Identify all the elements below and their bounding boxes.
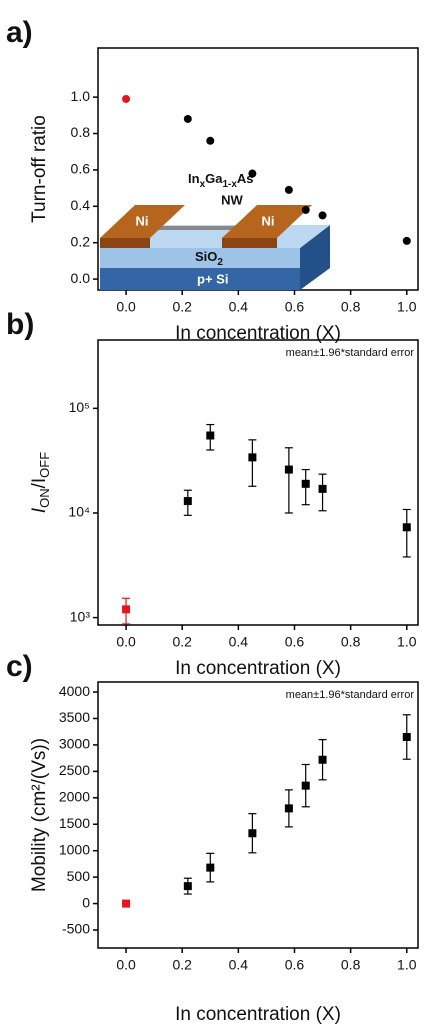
x-tick-label: 0.8 xyxy=(341,299,361,315)
slab-side xyxy=(300,225,330,290)
y-axis-label-part: I xyxy=(29,507,50,513)
plot-frame xyxy=(97,339,419,626)
point xyxy=(284,185,293,194)
y-tick-label: 10⁵ xyxy=(69,399,90,415)
x-tick-label: 0.6 xyxy=(285,634,305,650)
y-tick-label: 10⁴ xyxy=(68,504,90,520)
point xyxy=(248,453,257,462)
x-tick-label: 0.0 xyxy=(116,634,136,650)
point xyxy=(248,169,257,178)
y-axis-label-part: ON xyxy=(37,488,52,508)
y-tick-label: 1000 xyxy=(59,841,90,857)
y-tick-label: 500 xyxy=(67,868,91,884)
y-tick-label: 2500 xyxy=(59,762,90,778)
y-axis-label: Mobility (cm²/(Vs)) xyxy=(29,738,50,892)
point xyxy=(248,829,257,838)
y-tick-label: 1.0 xyxy=(71,88,91,104)
point xyxy=(301,479,310,488)
y-tick-label: 0.6 xyxy=(71,161,91,177)
point xyxy=(183,114,192,123)
x-tick-label: 1.0 xyxy=(397,299,417,315)
inset-nw: NW xyxy=(221,192,243,207)
x-tick-label: 0.4 xyxy=(229,957,249,973)
contact-top xyxy=(100,205,185,238)
x-tick-label: 0.4 xyxy=(229,299,249,315)
x-axis-label: In concentration (X) xyxy=(175,658,341,679)
point xyxy=(402,732,411,741)
x-tick-label: 1.0 xyxy=(397,634,417,650)
y-tick-label: 1500 xyxy=(59,815,90,831)
point xyxy=(206,431,215,440)
x-tick-label: 0.0 xyxy=(116,957,136,973)
panel-label: c) xyxy=(6,650,33,683)
y-axis-label: ION/IOFF xyxy=(29,452,52,513)
y-axis-label-part: OFF xyxy=(37,452,52,478)
point xyxy=(183,882,192,891)
y-tick-label: 0.2 xyxy=(71,233,91,249)
point xyxy=(206,136,215,145)
point xyxy=(318,211,327,220)
y-tick-label: 0.4 xyxy=(71,197,91,213)
contact-top xyxy=(222,205,312,238)
error-bar xyxy=(248,439,257,487)
x-tick-label: 0.8 xyxy=(341,634,361,650)
y-axis-label-part: Turn-off ratio xyxy=(29,115,50,223)
x-tick-label: 0.6 xyxy=(285,957,305,973)
x-tick-label: 0.4 xyxy=(229,634,249,650)
inset-oxide: SiO2 xyxy=(195,249,223,267)
x-tick-label: 1.0 xyxy=(397,957,417,973)
x-axis-label: In concentration (X) xyxy=(175,1004,341,1025)
x-tick-label: 0.0 xyxy=(116,299,136,315)
plot-frame xyxy=(97,681,419,949)
y-tick-label: 0.8 xyxy=(71,124,91,140)
y-tick-label: 2000 xyxy=(59,789,90,805)
oxide-layer xyxy=(100,248,300,268)
annotation: mean±1.96*standard error xyxy=(286,347,415,359)
point xyxy=(122,605,131,614)
point xyxy=(284,465,293,474)
point xyxy=(301,781,310,790)
device-inset: InxGa1-xAs NW Ni Ni SiO2 p+ Si xyxy=(100,171,330,290)
panel-label: a) xyxy=(6,16,33,49)
nanowire xyxy=(155,226,245,230)
y-tick-label: 0 xyxy=(82,894,90,910)
error-bar xyxy=(284,447,293,514)
inset-contact: Ni xyxy=(136,213,149,228)
point xyxy=(122,899,131,908)
point xyxy=(318,484,327,493)
inset-contact: Ni xyxy=(262,213,275,228)
y-tick-label: 0.0 xyxy=(71,270,91,286)
x-tick-label: 0.2 xyxy=(172,299,192,315)
panel-label: b) xyxy=(6,308,34,341)
error-bar xyxy=(402,508,411,558)
point xyxy=(183,497,192,506)
y-tick-label: 4000 xyxy=(59,683,90,699)
y-tick-label: -500 xyxy=(62,921,90,937)
point xyxy=(318,755,327,764)
annotation: mean±1.96*standard error xyxy=(286,689,415,701)
point xyxy=(122,94,131,103)
y-axis-label: Turn-off ratio xyxy=(29,115,50,223)
inset-substrate: p+ Si xyxy=(197,271,228,286)
x-tick-label: 0.2 xyxy=(172,634,192,650)
point xyxy=(206,863,215,872)
y-tick-label: 3500 xyxy=(59,709,90,725)
y-tick-label: 10³ xyxy=(70,608,91,624)
x-tick-label: 0.8 xyxy=(341,957,361,973)
point xyxy=(284,804,293,813)
contact-front xyxy=(222,238,277,248)
x-axis-label: In concentration (X) xyxy=(175,323,341,344)
y-axis-label-part: Mobility (cm²/(Vs)) xyxy=(29,738,50,892)
point xyxy=(402,523,411,532)
point xyxy=(402,236,411,245)
y-axis-label-part: /I xyxy=(29,478,50,489)
point xyxy=(301,205,310,214)
substrate-layer xyxy=(100,268,300,290)
y-tick-label: 3000 xyxy=(59,736,90,752)
x-tick-label: 0.6 xyxy=(285,299,305,315)
inset-material: InxGa1-xAs xyxy=(188,171,254,189)
x-tick-label: 0.2 xyxy=(172,957,192,973)
contact-front xyxy=(100,238,150,248)
